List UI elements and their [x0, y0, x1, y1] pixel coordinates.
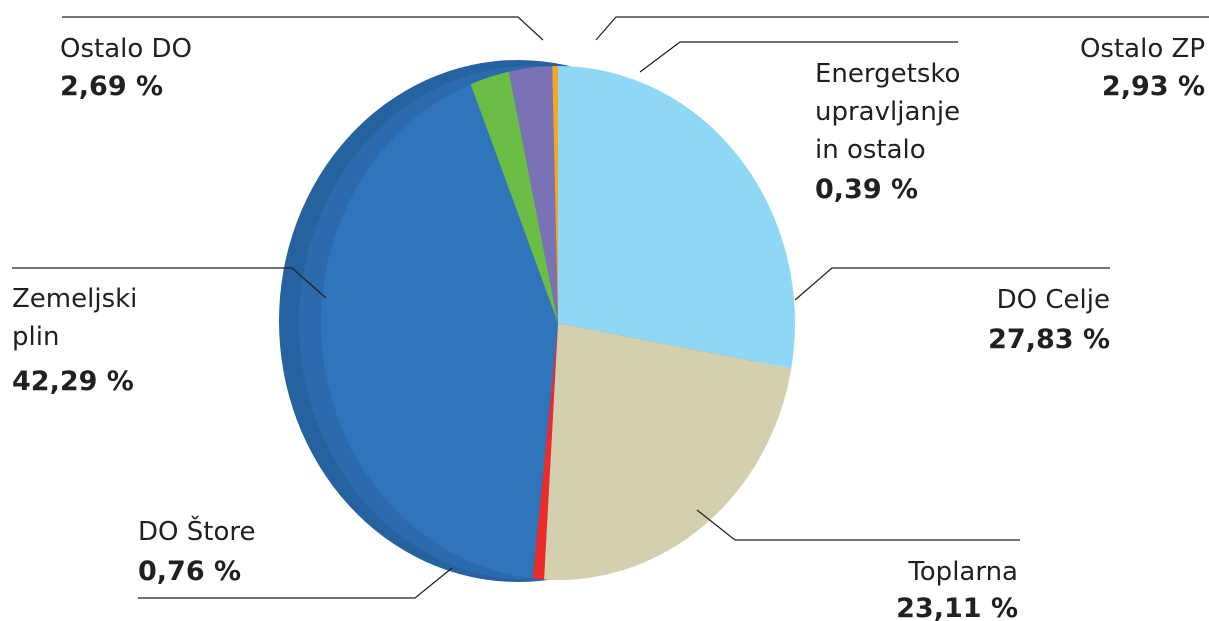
label-value: 0,39 %	[815, 174, 918, 205]
pie-slice-energetsko-upravljanje-in-ostalo	[552, 66, 558, 323]
pie-slice-toplarna	[544, 323, 792, 580]
pie-slice-ostalo-do	[470, 71, 558, 324]
slice-label-zemeljski-plin: Zemeljski plin 42,29 %	[12, 284, 137, 397]
slice-label-ostalo-do: Ostalo DO 2,69 %	[60, 34, 192, 102]
label-name: Ostalo ZP	[1080, 34, 1205, 64]
label-value: 42,29 %	[12, 366, 134, 397]
leader-line-ostalo-zp	[595, 16, 1209, 41]
label-name-line2: upravljanje	[815, 97, 960, 127]
pie-slice-do-tore	[532, 323, 558, 580]
pie-slice-do-celje	[558, 66, 795, 369]
label-value: 23,11 %	[896, 593, 1018, 621]
pie-slice-zemeljski-plin	[321, 84, 558, 579]
pie-slice-ostalo-zp	[508, 66, 558, 324]
slice-label-do-store: DO Štore 0,76 %	[138, 515, 255, 587]
label-name: Ostalo DO	[60, 34, 192, 64]
label-name-line2: plin	[12, 322, 59, 352]
leader-lines	[12, 16, 1209, 599]
leader-line-do-celje	[794, 267, 1110, 301]
label-name-line3: in ostalo	[815, 135, 926, 165]
label-value: 0,76 %	[138, 556, 241, 587]
leader-line-zemeljski-plin	[12, 267, 327, 299]
slice-label-ostalo-zp: Ostalo ZP 2,93 %	[1080, 34, 1205, 102]
slice-label-do-celje: DO Celje 27,83 %	[988, 285, 1110, 355]
label-value: 27,83 %	[988, 324, 1110, 355]
leader-line-toplarna	[696, 509, 1020, 541]
label-name: Zemeljski	[12, 284, 137, 314]
pie-slices	[321, 66, 795, 580]
label-value: 2,93 %	[1102, 71, 1205, 102]
label-name: DO Celje	[997, 285, 1110, 315]
label-value: 2,69 %	[60, 71, 163, 102]
label-name: Toplarna	[907, 557, 1018, 587]
label-name: DO Štore	[138, 515, 255, 547]
slice-label-toplarna: Toplarna 23,11 %	[896, 557, 1018, 621]
leader-line-do-store	[138, 567, 453, 599]
leader-line-energetsko	[639, 41, 958, 73]
slice-label-energetsko: Energetsko upravljanje in ostalo 0,39 %	[815, 59, 960, 205]
leader-line-ostalo-do	[62, 16, 544, 41]
label-name: Energetsko	[815, 59, 960, 89]
